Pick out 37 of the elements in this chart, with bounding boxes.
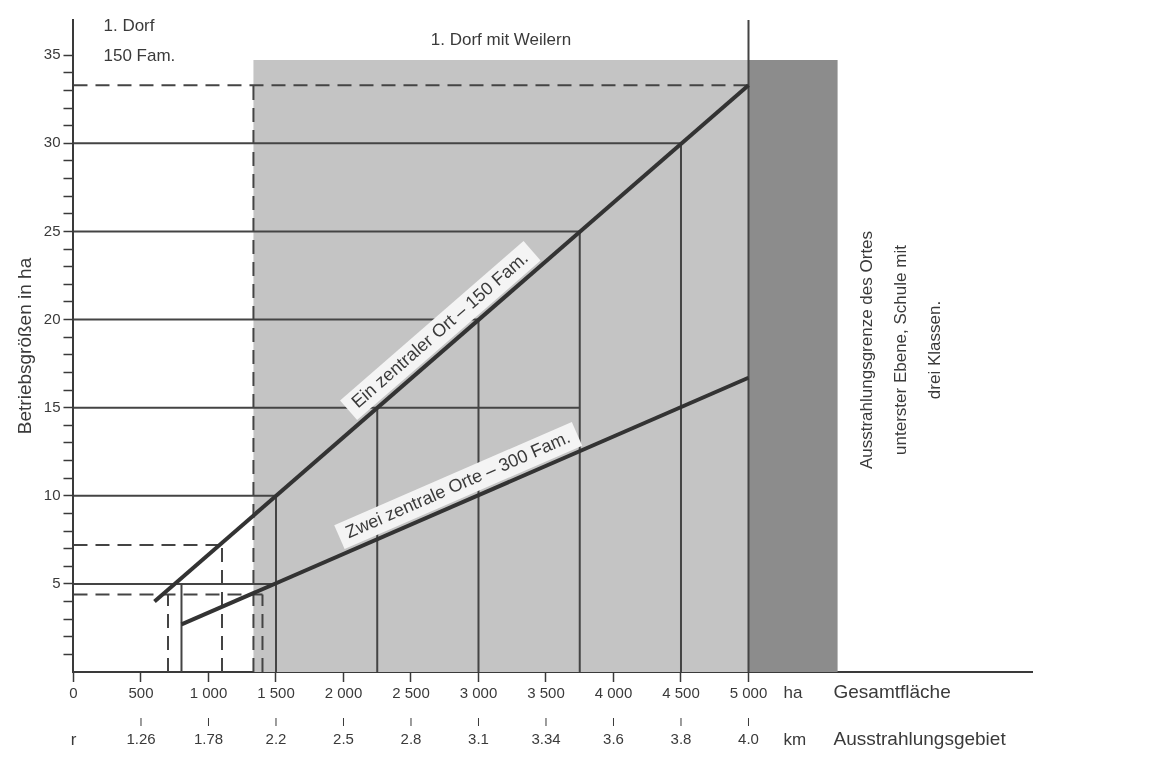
- text: 3.6: [603, 730, 624, 748]
- text: km: [783, 729, 807, 749]
- text: ha: [783, 682, 803, 702]
- x-tick-label: 0: [69, 684, 78, 702]
- x-tick-label: 4 500: [662, 684, 700, 702]
- y-tick-label: 25: [43, 221, 61, 239]
- text: r: [70, 729, 77, 749]
- y-tick-label: 35: [43, 45, 61, 63]
- x-tick-label: 2 000: [324, 684, 363, 702]
- text: 1.78: [193, 730, 224, 748]
- text: 3.8: [670, 730, 692, 748]
- text: 2.8: [400, 730, 422, 748]
- annotation: Ausstrahlungsgrenze des Ortes unterster Ebene, Schule mit drei Klassen.: [857, 230, 945, 470]
- x-tick-label: 1 000: [189, 684, 228, 702]
- y-tick-label: 30: [43, 133, 61, 151]
- text: 3.34: [531, 730, 561, 748]
- y-tick-label: 15: [43, 397, 61, 415]
- x-tick-label: 500: [128, 684, 154, 702]
- text: Ausstrahlungsgebiet: [833, 728, 1007, 750]
- x-tick-label: 3 000: [459, 684, 498, 702]
- y-tick-label: 5: [52, 574, 61, 592]
- text: 1.26: [126, 730, 156, 748]
- x-tick-label: 2 500: [392, 684, 430, 702]
- y-axis-title: Betriebsgrößen in ha: [13, 257, 35, 435]
- x-tick-label: 3 500: [527, 684, 565, 702]
- text: 3.1: [468, 730, 489, 748]
- y-tick-label: 20: [43, 309, 61, 327]
- text: 2.5: [333, 730, 354, 748]
- text: 2.2: [265, 730, 287, 748]
- x-tick-label: 5 000: [729, 684, 768, 702]
- band-label: 1. Dorf mit Weilern: [430, 29, 572, 49]
- text: 4.0: [738, 730, 759, 748]
- annotation: 1. Dorf 150 Fam.: [103, 15, 176, 65]
- x-axis-title: Gesamtfläche: [833, 681, 951, 703]
- x-tick-label: 4 000: [594, 684, 633, 702]
- y-tick-label: 10: [43, 485, 61, 503]
- x-tick-label: 1 500: [257, 684, 295, 702]
